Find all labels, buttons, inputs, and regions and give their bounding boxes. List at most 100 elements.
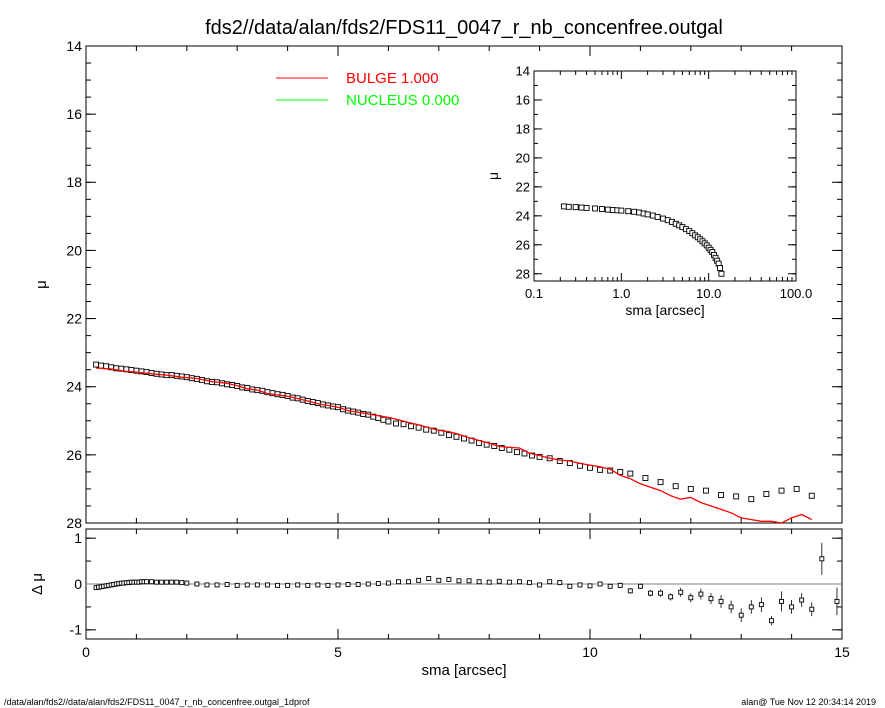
main-data-point	[380, 416, 387, 423]
residual-xtick-label: 10	[582, 644, 598, 660]
residual-data-point	[396, 579, 401, 585]
inset-data-point	[618, 207, 625, 214]
inset-frame	[533, 70, 797, 282]
inset-ytick-label: 20	[516, 150, 530, 165]
residual-data-point	[446, 576, 452, 582]
residual-data-point	[819, 556, 825, 562]
residual-data-point	[335, 582, 341, 588]
residual-data-point	[174, 579, 180, 585]
residual-data-point	[834, 598, 840, 604]
residual-data-point	[627, 588, 633, 594]
inset-ytick-label: 26	[516, 237, 530, 252]
residual-data-point	[668, 594, 674, 600]
main-ylabel: μ	[33, 280, 50, 289]
residual-data-point	[567, 583, 573, 589]
residual-data-point	[375, 581, 381, 586]
inset-xtick-label: 10.0	[696, 286, 721, 301]
main-data-point	[556, 458, 563, 464]
residual-data-point	[234, 582, 240, 588]
main-data-point	[445, 432, 452, 439]
residual-data-point	[426, 576, 432, 581]
inset-ytick-label: 18	[516, 121, 530, 136]
inset-data-point	[604, 206, 611, 213]
inset-data-point	[560, 203, 567, 210]
residual-data-point	[416, 577, 422, 583]
inset-xtick-label: 1.0	[612, 286, 630, 301]
main-ytick-label: 22	[66, 310, 82, 326]
main-data-point	[536, 453, 543, 460]
residual-data-point	[254, 582, 260, 588]
main-data-point	[393, 420, 399, 427]
main-data-point	[513, 449, 520, 456]
inset-ylabel: μ	[485, 172, 501, 180]
residual-data-point	[149, 579, 154, 585]
inset-data-point	[565, 203, 572, 210]
residual-data-point	[587, 583, 593, 589]
residual-data-point	[597, 581, 603, 587]
residual-data-point	[244, 582, 250, 588]
residual-data-point	[537, 582, 543, 588]
residual-data-point	[144, 579, 149, 585]
inset-ytick-label: 22	[516, 179, 530, 194]
main-data-layer	[93, 361, 815, 523]
main-ytick-label: 26	[66, 447, 82, 463]
residual-data-point	[577, 582, 583, 588]
legend-label-1: NUCLEUS 0.000	[346, 92, 459, 109]
inset-data-point	[599, 206, 605, 212]
inset-ytick-label: 16	[516, 93, 530, 108]
legend-label-0: BULGE 1.000	[346, 70, 439, 87]
residual-data-point	[617, 582, 623, 588]
residual-ytick-label: -1	[70, 622, 83, 638]
inset-data-layer	[560, 203, 725, 277]
residual-data-point	[466, 578, 472, 584]
legend: BULGE 1.000 NUCLEUS 0.000	[276, 70, 459, 109]
residual-data-point	[169, 579, 175, 585]
main-data-point	[702, 487, 709, 494]
main-ytick-label: 20	[66, 242, 82, 258]
residual-data-point	[214, 582, 220, 588]
main-data-point	[400, 421, 407, 428]
residual-data-point	[768, 618, 774, 624]
main-data-point	[687, 485, 694, 492]
residual-data-point	[496, 578, 502, 584]
main-data-point	[430, 427, 437, 434]
main-data-point	[808, 492, 815, 499]
main-data-point	[627, 470, 634, 477]
residual-data-point	[436, 577, 442, 583]
residual-data-point	[789, 604, 795, 610]
inset-xlabel: sma [arcsec]	[625, 302, 704, 318]
inset-data-point	[578, 204, 585, 211]
residual-data-point	[179, 580, 185, 586]
main-ytick-label: 16	[66, 106, 82, 122]
residual-data-point	[718, 598, 724, 604]
residual-data-point	[325, 582, 331, 588]
residual-xtick-label: 5	[334, 644, 342, 660]
inset-data-point	[572, 204, 579, 211]
residual-data-point	[305, 582, 311, 588]
main-data-point	[98, 362, 105, 369]
main-data-point	[498, 445, 505, 451]
residual-data-point	[748, 604, 754, 610]
residual-ytick-label: 1	[74, 530, 82, 546]
residual-data-point	[809, 606, 815, 612]
main-data-point	[748, 496, 755, 503]
main-ytick-label: 24	[66, 379, 82, 395]
main-data-point	[93, 361, 100, 368]
residual-data-point	[728, 604, 734, 610]
residual-xtick-label: 15	[834, 644, 850, 660]
residual-data-point	[476, 579, 482, 585]
residual-data-point	[516, 579, 522, 585]
chart-title: fds2//data/alan/fds2/FDS11_0047_r_nb_con…	[205, 17, 723, 39]
inset-data-point	[631, 208, 638, 215]
inset-plot-panel: 14 16 18 20 22 24 26 28 0.1 1.0 10.0 100.0 μ sma [arc…	[485, 64, 812, 318]
inset-data-point	[592, 205, 598, 212]
residual-data-point	[194, 581, 200, 587]
residual-data-point	[204, 582, 210, 588]
footer-left-text: /data/alan/fds2//data/alan/fds2/FDS11_00…	[4, 697, 310, 707]
main-bulge-model-line	[96, 367, 813, 523]
residual-data-point	[486, 579, 492, 585]
residual-data-point	[385, 580, 391, 586]
footer-right-text: alan@ Tue Nov 12 20:34:14 2019	[741, 697, 876, 707]
